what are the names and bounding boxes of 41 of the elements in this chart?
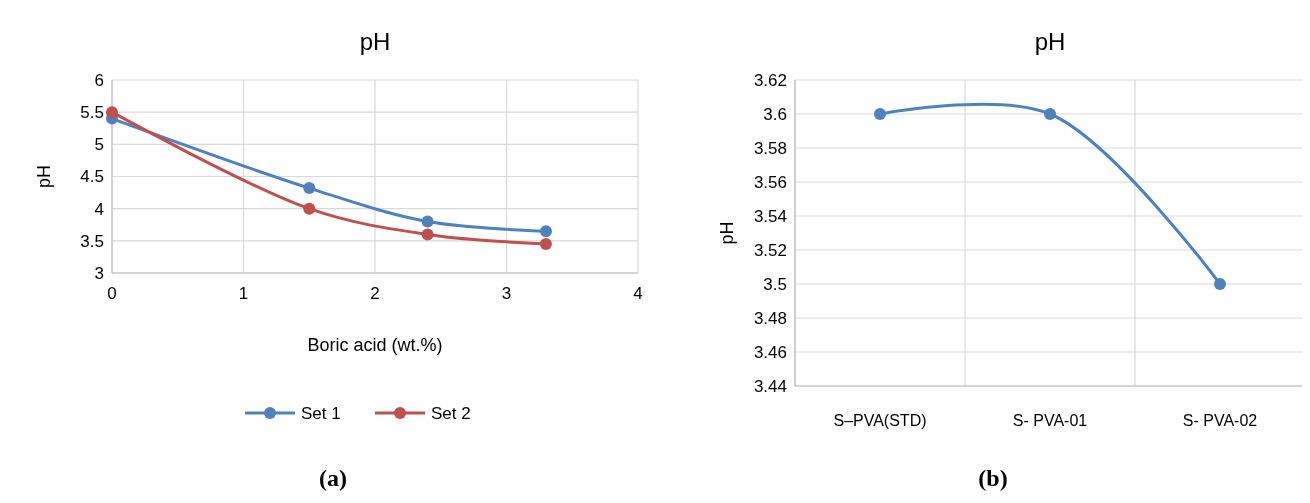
point: [421, 215, 434, 228]
y-tick-label: 3.44: [753, 376, 787, 396]
y-tick-label: 3: [94, 263, 104, 283]
point: [106, 106, 118, 119]
y-tick-label: 3.6: [763, 104, 787, 124]
y-tick-label: 3.54: [753, 206, 787, 226]
y-tick-label: 3.46: [753, 342, 787, 362]
point: [539, 238, 552, 251]
y-tick-label: 4: [94, 199, 104, 219]
x-tick-label: 0: [107, 284, 117, 303]
text: (a): [319, 465, 347, 491]
x-tick-label: S- PVA-02: [1182, 412, 1258, 429]
legend-label: Set 1: [301, 403, 341, 423]
x-tick-label: S- PVA-01: [1012, 412, 1088, 429]
x-tick-label: 4: [633, 284, 643, 303]
chart-title: pH: [359, 28, 391, 55]
chart-title: pH: [1034, 28, 1066, 55]
x-tick-label: S–PVA(STD): [833, 412, 927, 429]
y-axis-title: pH: [34, 164, 54, 189]
y-tick-label: 5.5: [80, 103, 104, 123]
point: [303, 202, 316, 215]
legend-label: Set 2: [431, 403, 471, 423]
text: (b): [978, 465, 1008, 491]
y-tick-label: 6: [94, 70, 104, 90]
x-tick-label: 1: [238, 284, 249, 303]
y-tick-label: 3.62: [753, 70, 787, 90]
y-tick-label: 5: [94, 135, 104, 155]
y-tick-label: 3.58: [753, 138, 787, 158]
y-tick-label: 3.52: [753, 240, 787, 260]
x-tick-label: 2: [370, 284, 380, 303]
y-axis-title: pH: [717, 221, 737, 245]
y-tick-label: 4.5: [80, 167, 104, 187]
point: [421, 228, 434, 241]
y-tick-label: 3.48: [753, 308, 787, 328]
y-tick-label: 3.56: [753, 172, 787, 192]
y-tick-label: 3.5: [80, 231, 104, 251]
x-axis-title: Boric acid (wt.%): [307, 335, 443, 355]
point: [303, 182, 316, 195]
x-tick-label: 3: [501, 284, 512, 303]
y-tick-label: 3.5: [763, 274, 787, 294]
point: [539, 225, 552, 238]
